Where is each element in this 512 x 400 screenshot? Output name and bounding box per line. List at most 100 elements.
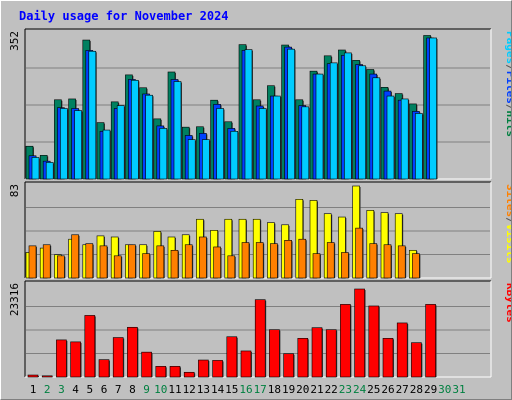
bar-pages-day-9 xyxy=(145,94,153,180)
x-tick-label-day-13: 13 xyxy=(197,383,210,396)
bar-sites-day-11 xyxy=(170,249,179,279)
x-tick-label-day-1: 1 xyxy=(30,383,37,396)
bar-sites-day-26 xyxy=(383,244,392,279)
bar-sites-day-6 xyxy=(99,245,108,279)
bar-sites-day-10 xyxy=(156,245,165,279)
x-tick-label-day-19: 19 xyxy=(282,383,295,396)
bar-sites-day-16 xyxy=(241,242,250,279)
bar-sites-day-24 xyxy=(355,227,363,279)
legend-entry: / xyxy=(504,104,511,111)
x-tick-label-day-8: 8 xyxy=(129,383,136,396)
legend-kbytes: KBytes xyxy=(504,283,511,323)
bar-pages-day-16 xyxy=(244,49,253,180)
bar-kbytes-day-8 xyxy=(127,326,138,378)
y-max-label: 83 xyxy=(8,184,21,197)
bar-sites-day-15 xyxy=(227,255,236,279)
bar-kbytes-day-26 xyxy=(382,338,394,378)
bar-kbytes-day-27 xyxy=(396,322,408,378)
bar-pages-day-11 xyxy=(173,81,182,180)
bar-pages-day-6 xyxy=(102,129,111,180)
bar-sites-day-17 xyxy=(255,242,264,279)
bar-pages-day-4 xyxy=(74,110,82,180)
bar-sites-day-2 xyxy=(42,244,51,279)
bar-kbytes-day-29 xyxy=(425,304,436,378)
bar-pages-day-24 xyxy=(358,65,366,180)
x-tick-label-day-18: 18 xyxy=(268,383,281,396)
x-tick-label-day-17: 17 xyxy=(254,383,267,396)
bar-sites-day-25 xyxy=(369,243,378,279)
x-tick-label-day-6: 6 xyxy=(101,383,108,396)
bar-sites-day-19 xyxy=(284,240,292,279)
chart-title: Daily usage for November 2024 xyxy=(19,9,229,23)
bar-kbytes-day-16 xyxy=(240,350,252,378)
x-tick-label-day-27: 27 xyxy=(396,383,409,396)
legend-entry: KBytes xyxy=(504,283,511,323)
bar-pages-day-12 xyxy=(187,139,196,180)
x-tick-label-day-22: 22 xyxy=(325,383,338,396)
bar-sites-day-23 xyxy=(341,252,349,279)
y-max-label: 23316 xyxy=(8,283,21,316)
x-tick-label-day-25: 25 xyxy=(367,383,380,396)
bar-kbytes-day-9 xyxy=(141,351,152,378)
bar-kbytes-day-6 xyxy=(98,359,110,378)
bar-sites-day-21 xyxy=(312,253,321,279)
bar-pages-day-28 xyxy=(415,113,423,180)
bar-pages-day-22 xyxy=(329,62,338,180)
bar-sites-day-12 xyxy=(184,244,193,279)
bar-kbytes-day-18 xyxy=(269,329,280,378)
bar-sites-day-14 xyxy=(213,246,221,279)
x-tick-label-day-3: 3 xyxy=(58,383,65,396)
bar-pages-day-13 xyxy=(202,139,210,180)
bar-kbytes-day-12 xyxy=(183,371,195,378)
bar-sites-day-22 xyxy=(326,242,335,279)
bar-kbytes-day-22 xyxy=(325,329,337,378)
bar-kbytes-day-3 xyxy=(56,339,67,378)
bar-sites-day-18 xyxy=(270,243,278,279)
bar-kbytes-day-20 xyxy=(297,338,309,378)
legend-entry: Sites xyxy=(504,184,511,217)
x-tick-label-day-15: 15 xyxy=(225,383,238,396)
legend-entry: Hits xyxy=(504,111,511,138)
legend-entry: / xyxy=(504,64,511,71)
bar-pages-day-8 xyxy=(131,79,139,180)
bar-kbytes-day-1 xyxy=(27,374,39,378)
bar-sites-day-3 xyxy=(57,255,65,279)
legend-entry: Files xyxy=(504,71,511,104)
bar-kbytes-day-23 xyxy=(340,304,351,378)
bar-pages-day-7 xyxy=(116,105,125,180)
bar-kbytes-day-11 xyxy=(169,366,181,378)
bar-kbytes-day-19 xyxy=(283,353,294,378)
bar-pages-day-19 xyxy=(287,48,295,180)
bar-pages-day-21 xyxy=(315,73,324,180)
legend-entry: Visits xyxy=(504,224,511,264)
x-tick-label-day-21: 21 xyxy=(310,383,323,396)
bar-kbytes-day-14 xyxy=(212,360,223,378)
x-tick-label-day-7: 7 xyxy=(115,383,122,396)
x-tick-label-day-9: 9 xyxy=(143,383,150,396)
bar-pages-day-26 xyxy=(386,95,395,180)
bar-kbytes-day-5 xyxy=(84,315,96,378)
x-tick-label-day-16: 16 xyxy=(239,383,252,396)
bar-kbytes-day-21 xyxy=(311,327,323,378)
bar-sites-day-28 xyxy=(412,253,420,279)
bar-sites-day-5 xyxy=(85,243,94,279)
bar-pages-day-27 xyxy=(400,98,409,180)
x-tick-label-day-31: 31 xyxy=(452,383,465,396)
bar-kbytes-day-17 xyxy=(254,299,266,378)
x-tick-label-day-12: 12 xyxy=(183,383,196,396)
bar-kbytes-day-2 xyxy=(41,375,53,378)
bar-pages-day-18 xyxy=(273,95,281,180)
bar-kbytes-day-13 xyxy=(198,359,209,378)
bar-kbytes-day-28 xyxy=(411,342,422,378)
x-tick-label-day-24: 24 xyxy=(353,383,367,396)
bar-sites-day-8 xyxy=(128,244,136,279)
bar-kbytes-day-7 xyxy=(112,337,124,378)
bar-kbytes-day-25 xyxy=(368,305,380,378)
bar-kbytes-day-10 xyxy=(155,366,167,378)
x-tick-label-day-5: 5 xyxy=(86,383,93,396)
x-tick-label-day-23: 23 xyxy=(339,383,352,396)
bar-sites-day-9 xyxy=(142,253,150,279)
x-tick-label-day-14: 14 xyxy=(211,383,225,396)
